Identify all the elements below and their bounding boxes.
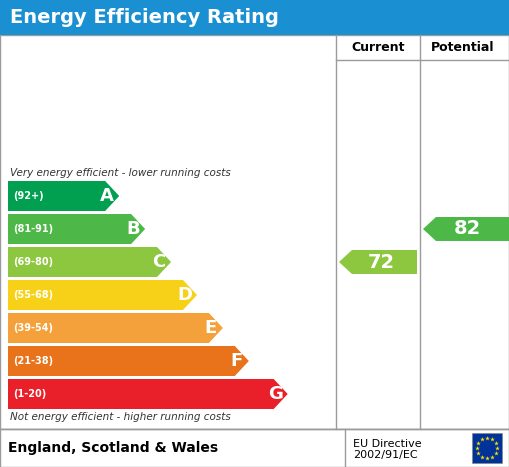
Polygon shape	[339, 250, 417, 274]
Text: C: C	[152, 253, 165, 271]
Bar	[0, 35, 509, 429]
Bar	[0, 0, 509, 35]
Text: 2002/91/EC: 2002/91/EC	[353, 450, 417, 460]
Text: (92+): (92+)	[13, 191, 44, 201]
Text: B: B	[126, 220, 140, 238]
Text: Energy Efficiency Rating: Energy Efficiency Rating	[10, 8, 279, 27]
Polygon shape	[8, 214, 145, 244]
Text: Potential: Potential	[431, 41, 494, 54]
Text: G: G	[268, 385, 283, 403]
Text: Not energy efficient - higher running costs: Not energy efficient - higher running co…	[10, 412, 231, 422]
Polygon shape	[8, 181, 119, 211]
Bar	[0, 429, 509, 467]
Text: England, Scotland & Wales: England, Scotland & Wales	[8, 441, 218, 455]
Text: (39-54): (39-54)	[13, 323, 53, 333]
Text: EU Directive: EU Directive	[353, 439, 421, 449]
Text: 82: 82	[454, 219, 481, 239]
Text: A: A	[100, 187, 114, 205]
Polygon shape	[8, 346, 249, 376]
Text: D: D	[178, 286, 192, 304]
Text: Very energy efficient - lower running costs: Very energy efficient - lower running co…	[10, 168, 231, 178]
Text: (1-20): (1-20)	[13, 389, 46, 399]
Text: F: F	[231, 352, 243, 370]
Text: 72: 72	[367, 253, 395, 271]
Polygon shape	[8, 247, 171, 277]
Bar	[472, 433, 502, 463]
Text: E: E	[205, 319, 217, 337]
Polygon shape	[423, 217, 509, 241]
Text: (21-38): (21-38)	[13, 356, 53, 366]
Text: (69-80): (69-80)	[13, 257, 53, 267]
Polygon shape	[8, 313, 223, 343]
Text: (55-68): (55-68)	[13, 290, 53, 300]
Text: (81-91): (81-91)	[13, 224, 53, 234]
Polygon shape	[8, 280, 197, 310]
Polygon shape	[8, 379, 288, 409]
Text: Current: Current	[351, 41, 405, 54]
